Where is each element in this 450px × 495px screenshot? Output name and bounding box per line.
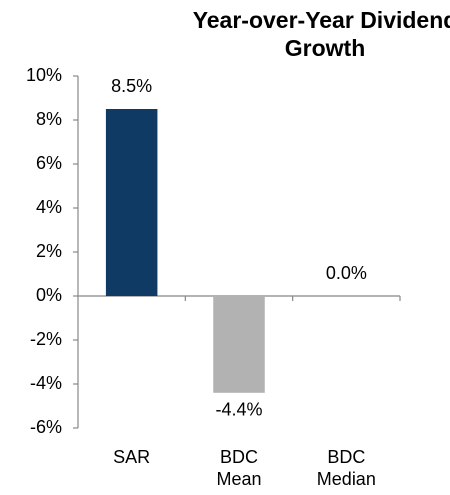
bar [105,109,158,296]
bar [213,296,265,393]
y-tick-label: -2% [30,329,62,349]
x-tick-label: SAR [113,447,150,467]
y-tick-label: -6% [30,417,62,437]
y-tick-label: 8% [36,109,62,129]
y-tick-label: 6% [36,153,62,173]
y-tick-label: 10% [26,65,62,85]
x-tick-label: BDC Mean [216,447,261,489]
y-tick-label: -4% [30,373,62,393]
chart-title: Year-over-Year Dividend Growth [193,7,450,61]
value-label: 8.5% [111,76,152,96]
x-tick-label: BDC Median [317,447,376,489]
y-tick-label: 0% [36,285,62,305]
y-tick-label: 4% [36,197,62,217]
y-tick-label: 2% [36,241,62,261]
value-label: 0.0% [326,263,367,283]
value-label: -4.4% [215,400,262,420]
